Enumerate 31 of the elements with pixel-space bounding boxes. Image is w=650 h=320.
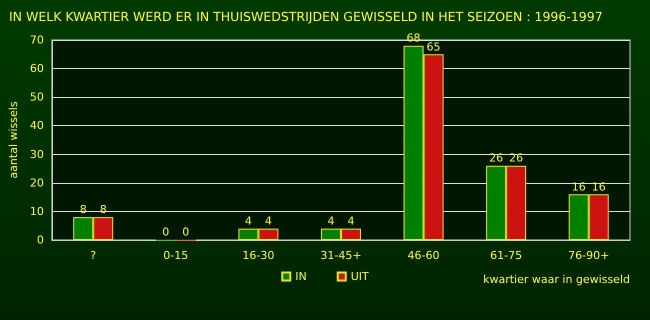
- legend-label: UIT: [350, 270, 370, 283]
- data-label: 0: [182, 226, 190, 238]
- data-label: 26: [509, 152, 524, 165]
- y-tick-label: 60: [30, 62, 44, 76]
- y-tick-label: 20: [30, 176, 44, 190]
- data-label: 16: [572, 180, 586, 194]
- x-tick-label: 76-90+: [568, 249, 610, 262]
- y-tick-label: 50: [30, 90, 44, 104]
- chart-title: IN WELK KWARTIER WERD ER IN THUISWEDSTRIJDEN GEWISSELD IN HET SEIZOEN : 1996-1997: [9, 9, 603, 24]
- legend-label: IN: [295, 270, 307, 283]
- x-tick-label: 61-75: [490, 249, 522, 262]
- data-label: 16: [592, 180, 606, 194]
- y-tick-label: 40: [30, 119, 44, 132]
- x-tick-label: 16-30: [242, 249, 274, 262]
- x-tick-label: 31-45+: [320, 249, 362, 262]
- x-tick-label: 0-15: [163, 249, 188, 262]
- y-tick-label: 10: [30, 204, 44, 218]
- data-label: 4: [244, 214, 252, 228]
- y-tick-label: 30: [30, 148, 44, 161]
- y-tick-label: 0: [36, 234, 44, 246]
- x-tick-label: ?: [90, 249, 96, 262]
- data-label: 26: [489, 152, 504, 165]
- data-label: 4: [264, 214, 272, 228]
- data-label: 65: [426, 40, 441, 54]
- y-tick-label: 70: [30, 34, 44, 46]
- data-label: 4: [347, 214, 354, 228]
- data-label: 4: [327, 214, 334, 228]
- x-axis-title: kwartier waar in gewisseld: [483, 273, 630, 286]
- x-tick-label: 46-60: [408, 249, 440, 262]
- y-axis-title: aantal wissels: [7, 101, 20, 179]
- data-label: 0: [162, 226, 170, 238]
